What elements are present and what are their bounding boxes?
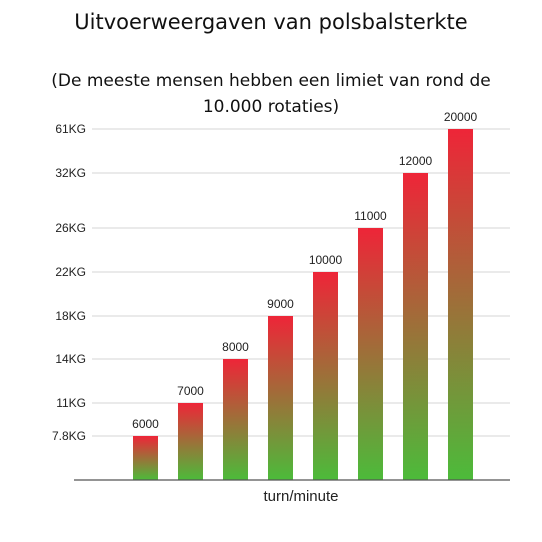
bar-data-label: 8000 [222,340,249,354]
bar-6000 [133,436,158,480]
y-tick-label: 7.8KG [52,429,86,443]
x-axis-title: turn/minute [263,488,339,505]
bar-10000 [313,272,338,480]
bar-9000 [268,316,293,480]
bar-data-label: 11000 [354,209,387,223]
bar-11000 [358,228,383,480]
bar-data-label: 20000 [444,110,478,124]
y-tick-label: 32KG [55,166,86,180]
chart-subtitle: (De meeste mensen hebben een limiet van … [51,71,491,117]
y-tick-label: 22KG [55,265,86,279]
y-tick-label: 18KG [55,309,86,323]
y-tick-label: 14KG [55,352,86,366]
bar-7000 [178,403,203,480]
y-tick-label: 26KG [55,221,86,235]
bar-12000 [403,173,428,480]
bar-data-label: 12000 [399,154,433,168]
chart-title: Uitvoerweergaven van polsbalsterkte [74,10,468,34]
y-tick-label: 11KG [56,396,86,410]
bar-data-label: 9000 [267,297,294,311]
bar-data-label: 6000 [132,417,159,431]
bar-8000 [223,359,248,480]
bar-data-label: 7000 [177,384,204,398]
y-tick-label: 61KG [55,122,86,136]
bar-data-label: 10000 [309,253,343,267]
bar-20000 [448,129,473,480]
